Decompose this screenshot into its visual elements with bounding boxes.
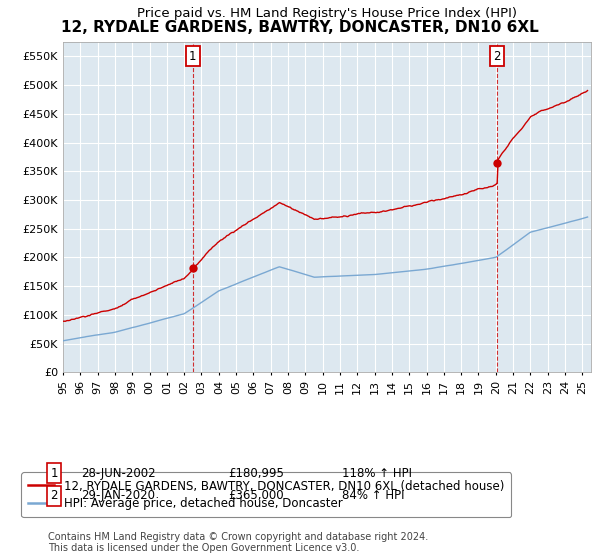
Text: 12, RYDALE GARDENS, BAWTRY, DONCASTER, DN10 6XL: 12, RYDALE GARDENS, BAWTRY, DONCASTER, D…: [61, 20, 539, 35]
Text: 118% ↑ HPI: 118% ↑ HPI: [342, 466, 412, 480]
Text: 28-JUN-2002: 28-JUN-2002: [81, 466, 155, 480]
Text: £365,000: £365,000: [228, 489, 284, 502]
Text: 2: 2: [50, 489, 58, 502]
Text: 1: 1: [50, 466, 58, 480]
Title: Price paid vs. HM Land Registry's House Price Index (HPI): Price paid vs. HM Land Registry's House …: [137, 7, 517, 20]
Legend: 12, RYDALE GARDENS, BAWTRY, DONCASTER, DN10 6XL (detached house), HPI: Average p: 12, RYDALE GARDENS, BAWTRY, DONCASTER, D…: [22, 473, 511, 517]
Text: 1: 1: [189, 50, 197, 63]
Text: 84% ↑ HPI: 84% ↑ HPI: [342, 489, 404, 502]
Text: 2: 2: [493, 50, 501, 63]
Text: £180,995: £180,995: [228, 466, 284, 480]
Text: 29-JAN-2020: 29-JAN-2020: [81, 489, 155, 502]
Text: Contains HM Land Registry data © Crown copyright and database right 2024.
This d: Contains HM Land Registry data © Crown c…: [48, 531, 428, 553]
